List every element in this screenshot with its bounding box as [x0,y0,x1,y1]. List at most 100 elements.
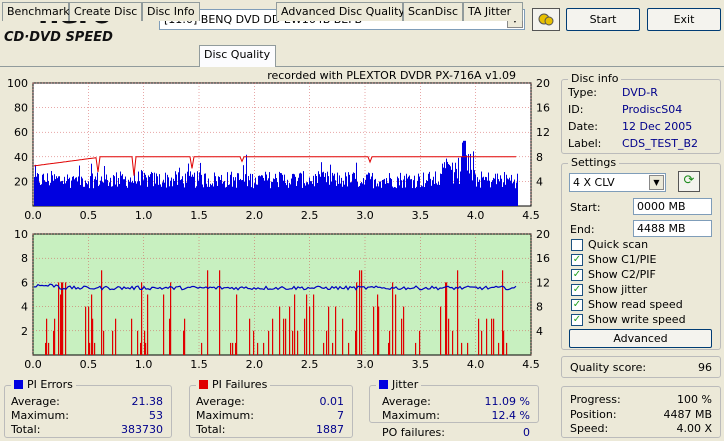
y-right-tick-label: 4 [536,175,543,188]
pie-bar [81,176,82,206]
show-jitter-checkbox[interactable]: ✓ [571,284,583,296]
start-button[interactable]: Start [566,8,640,31]
pie-bar [215,176,216,206]
pie-bar [290,184,291,206]
pie-bar [461,156,462,206]
pif-bar [373,306,375,355]
pie-bar [251,187,252,206]
pie-bar [45,181,46,206]
pie-bar [331,181,332,206]
pie-bar [196,186,197,206]
pi-failures-chart: 10 8 6 4 2 20 16 12 8 4 0.0 0.5 1.0 1.5 2.0 2.5 3.0 3.5… [14,228,550,368]
pie-bar [459,183,460,206]
pif-bar [378,306,380,355]
refresh-drive-button[interactable] [532,8,560,31]
pie-bar [87,184,88,206]
x-tick-label: 0.0 [24,209,42,222]
pie-bar [336,185,337,206]
tab-disc-quality[interactable]: Disc Quality [199,45,276,67]
pie-bar [426,180,427,206]
pif-bar [446,282,448,355]
pie-bar [325,173,326,206]
y-right-tick-label: 8 [536,151,543,164]
speed-select[interactable]: 4 X CLV ▼ [569,173,666,192]
pif-total-label: Total: [196,423,226,436]
pie-bar [246,154,247,206]
tab-ta-jitter[interactable]: TA Jitter [463,2,523,21]
quality-charts: recorded with PLEXTOR DVDR PX-716A v1.09… [7,69,550,368]
pie-bar [222,183,223,206]
pie-bar [119,183,120,206]
pie-bar [398,178,399,206]
pif-bar [403,306,405,355]
pie-bar [56,176,57,206]
quick-scan-checkbox[interactable] [571,239,583,251]
y-right-tick-label: 4 [536,325,543,338]
chevron-down-icon[interactable]: ▼ [649,175,664,190]
pie-bar [269,172,270,206]
tab-disc-info[interactable]: Disc Info [142,2,200,21]
pif-bar [445,282,447,355]
pie-bar [349,174,350,206]
pie-bar [469,173,470,206]
pie-bar [39,182,40,206]
pie-bar [344,184,345,206]
start-input[interactable]: 0000 MB [633,198,712,215]
id-value: ProdiscS04 [622,103,683,116]
tab-advanced-disc-quality[interactable]: Advanced Disc Quality [276,2,405,21]
pie-bar [121,175,122,206]
refresh-speeds-button[interactable]: ⟳ [678,171,700,192]
pie-bar [114,176,115,206]
tab-scandisc[interactable]: ScanDisc [403,2,463,21]
tab-benchmark[interactable]: Benchmark [2,2,70,21]
position-value: 4487 MB [663,408,712,421]
pie-bar [93,188,94,206]
pie-bar [162,182,163,206]
pie-bar [379,181,380,206]
show-pie-checkbox[interactable]: ✓ [571,254,583,266]
pi-errors-title: PI Errors [11,378,76,391]
pif-bar [48,342,50,355]
pif-bar [279,306,281,355]
pif-bar [356,282,358,355]
pie-bar [216,181,217,206]
pie-bar [460,171,461,206]
advanced-button[interactable]: Advanced [569,329,712,348]
pie-bar [316,175,317,206]
jitter-stats: Jitter Average: 11.09 % Maximum: 12.4 % [369,378,539,423]
pie-bar [422,186,423,206]
pie-bar [505,184,506,206]
pie-bar [83,186,84,206]
pie-bar [136,183,137,206]
read-speed-line [33,156,516,176]
end-input[interactable]: 4488 MB [633,220,712,237]
pie-bar [504,172,505,206]
pie-bar [453,183,454,206]
pie-bar [35,164,36,206]
show-read-speed-checkbox[interactable]: ✓ [571,299,583,311]
pie-bar [258,175,259,206]
pie-bar [66,181,67,206]
pie-bar [292,173,293,206]
type-value: DVD-R [622,86,658,99]
pie-bar [340,183,341,206]
pie-bar [186,182,187,206]
pif-bar [461,342,463,355]
exit-button[interactable]: Exit [647,8,721,31]
pie-bar [501,178,502,206]
pie-bar [332,172,333,206]
pif-bar [169,318,171,355]
show-write-speed-checkbox[interactable]: ✓ [571,314,583,326]
pie-bar [472,180,473,206]
pif-bar [419,330,421,355]
pie-bar [306,182,307,206]
x-tick-label: 3.5 [412,209,430,222]
pif-bar [88,306,90,355]
pi-errors-stats: PI Errors Average: 21.38 Maximum: 53 Tot… [4,378,172,438]
pie-bar [113,175,114,206]
tab-create-disc[interactable]: Create Disc [69,2,142,21]
x-tick-label: 1.5 [190,358,208,368]
pie-bar [248,176,249,206]
pie-bar [369,173,370,206]
show-pif-checkbox[interactable]: ✓ [571,269,583,281]
